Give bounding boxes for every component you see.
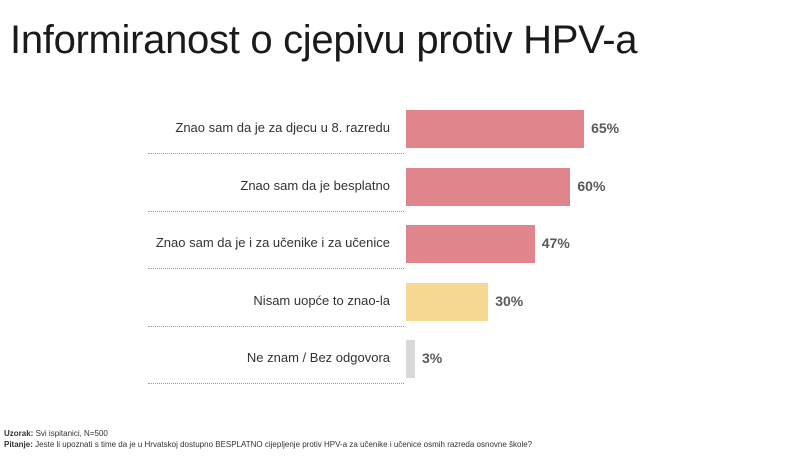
value-label: 30% <box>495 292 524 309</box>
value-label: 3% <box>422 350 443 366</box>
row-divider <box>148 153 404 154</box>
category-label: Znao sam da je besplatno <box>240 177 390 193</box>
sample-text: Svi ispitanici, N=500 <box>35 429 108 438</box>
bar <box>406 340 415 378</box>
row-divider <box>148 268 404 269</box>
sample-note: Uzorak: Svi ispitanici, N=500 <box>4 429 108 438</box>
chart-title: Informiranost o cjepivu protiv HPV-a <box>10 18 638 62</box>
bar <box>406 225 535 263</box>
row-divider <box>148 383 404 384</box>
value-label: 47% <box>541 235 570 251</box>
category-label: Znao sam da je i za učenike i za učenice <box>155 235 390 250</box>
bar <box>406 110 585 148</box>
value-label: 60% <box>577 177 606 194</box>
row-divider <box>148 325 404 327</box>
question-text: Jeste li upoznati s time da je u Hrvatsk… <box>35 440 533 449</box>
category-label: Znao sam da je za djecu u 8. razredu <box>175 120 390 135</box>
row-divider <box>148 210 404 212</box>
question-note: Pitanje: Jeste li upoznati s time da je … <box>4 440 532 449</box>
category-label: Ne znam / Bez odgovora <box>246 350 390 365</box>
value-label: 65% <box>591 120 620 136</box>
category-label: Nisam uopće to znao-la <box>253 292 390 308</box>
sample-label: Uzorak: <box>4 429 34 438</box>
bar <box>406 282 489 321</box>
question-label: Pitanje: <box>4 440 33 449</box>
bar <box>406 167 571 206</box>
